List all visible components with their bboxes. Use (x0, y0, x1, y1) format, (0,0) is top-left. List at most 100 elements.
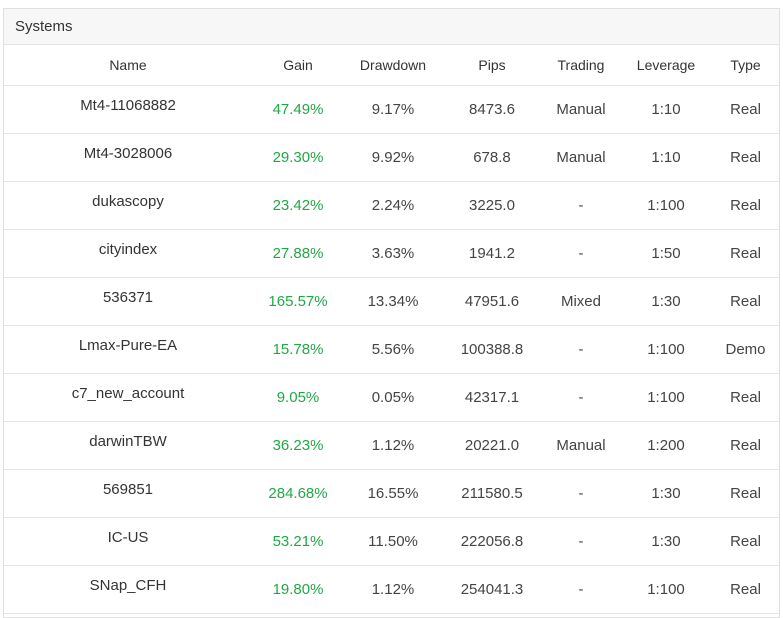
system-name-link[interactable]: darwinTBW (4, 421, 252, 470)
pips-value: 8473.6 (442, 85, 542, 134)
trading-value: Manual (542, 421, 620, 470)
gain-value: 27.88% (252, 229, 344, 278)
account-type-value: Real (712, 133, 779, 182)
drawdown-value: 13.34% (344, 277, 442, 326)
table-row[interactable]: c7_new_account 9.05% 0.05% 42317.1-1:100 Rea… (4, 373, 779, 422)
pips-value: 678.8 (442, 133, 542, 182)
leverage-value: 1:50 (620, 229, 712, 278)
column-header-drawdown[interactable]: Drawdown (344, 45, 442, 86)
trading-value: - (542, 325, 620, 374)
account-type-value: Demo (712, 325, 779, 374)
leverage-value: 1:100 (620, 325, 712, 374)
gain-value: 15.78% (252, 325, 344, 374)
system-name-link[interactable]: Lmax-Pure-EA (4, 325, 252, 374)
systems-table: Name Gain Drawdown Pips Trading Leverage… (4, 45, 779, 614)
trading-value: - (542, 373, 620, 422)
gain-value: 9.05% (252, 373, 344, 422)
trading-value: - (542, 517, 620, 566)
leverage-value: 1:100 (620, 181, 712, 230)
gain-value: 47.49% (252, 85, 344, 134)
table-row[interactable]: Mt4-3028006 29.30% 9.92% 678.8 Manual 1:10 Rea… (4, 133, 779, 182)
column-header-type[interactable]: Type (712, 45, 779, 86)
trading-value: - (542, 181, 620, 230)
account-type-value: Real (712, 181, 779, 230)
pips-value: 100388.8 (442, 325, 542, 374)
leverage-value: 1:200 (620, 421, 712, 470)
system-name-link[interactable]: 536371 (4, 277, 252, 326)
table-row[interactable]: dukascopy 23.42% 2.24% 3225.0-1:100 Real (4, 181, 779, 230)
gain-value: 19.80% (252, 565, 344, 614)
pips-value: 1941.2 (442, 229, 542, 278)
gain-value: 53.21% (252, 517, 344, 566)
pips-value: 3225.0 (442, 181, 542, 230)
table-row[interactable]: darwinTBW 36.23% 1.12% 20221.0 Manual 1:200 Re… (4, 421, 779, 470)
drawdown-value: 1.12% (344, 421, 442, 470)
gain-value: 284.68% (252, 469, 344, 518)
trading-value: - (542, 229, 620, 278)
drawdown-value: 9.92% (344, 133, 442, 182)
account-type-value: Real (712, 565, 779, 614)
account-type-value: Real (712, 85, 779, 134)
leverage-value: 1:30 (620, 469, 712, 518)
column-header-name[interactable]: Name (4, 45, 252, 86)
pips-value: 47951.6 (442, 277, 542, 326)
table-row[interactable]: cityindex 27.88% 3.63% 1941.2-1:50 Real (4, 229, 779, 278)
column-header-gain[interactable]: Gain (252, 45, 344, 86)
table-body: Mt4-11068882 47.49% 9.17% 8473.6 Manual 1:10 R… (4, 85, 779, 614)
system-name-link[interactable]: 569851 (4, 469, 252, 518)
trading-value: Mixed (542, 277, 620, 326)
account-type-value: Real (712, 373, 779, 422)
leverage-value: 1:100 (620, 565, 712, 614)
gain-value: 29.30% (252, 133, 344, 182)
leverage-value: 1:30 (620, 517, 712, 566)
table-row[interactable]: 569851 284.68% 16.55% 211580.5-1:30 Real (4, 469, 779, 518)
drawdown-value: 0.05% (344, 373, 442, 422)
drawdown-value: 1.12% (344, 565, 442, 614)
drawdown-value: 5.56% (344, 325, 442, 374)
system-name-link[interactable]: Mt4-11068882 (4, 85, 252, 134)
gain-value: 165.57% (252, 277, 344, 326)
drawdown-value: 16.55% (344, 469, 442, 518)
drawdown-value: 2.24% (344, 181, 442, 230)
leverage-value: 1:30 (620, 277, 712, 326)
system-name-link[interactable]: IC-US (4, 517, 252, 566)
drawdown-value: 11.50% (344, 517, 442, 566)
pips-value: 20221.0 (442, 421, 542, 470)
system-name-link[interactable]: SNap_CFH (4, 565, 252, 614)
systems-panel: Systems Name Gain Drawdown Pips Trading … (3, 8, 780, 618)
gain-value: 23.42% (252, 181, 344, 230)
account-type-value: Real (712, 277, 779, 326)
column-header-pips[interactable]: Pips (442, 45, 542, 86)
table-row[interactable]: Mt4-11068882 47.49% 9.17% 8473.6 Manual 1:10 R… (4, 85, 779, 134)
column-header-trading[interactable]: Trading (542, 45, 620, 86)
table-row[interactable]: SNap_CFH 19.80% 1.12% 254041.3-1:100 Real (4, 565, 779, 614)
trading-value: - (542, 565, 620, 614)
pips-value: 222056.8 (442, 517, 542, 566)
drawdown-value: 9.17% (344, 85, 442, 134)
trading-value: Manual (542, 85, 620, 134)
table-header-row: Name Gain Drawdown Pips Trading Leverage… (4, 45, 779, 86)
system-name-link[interactable]: Mt4-3028006 (4, 133, 252, 182)
system-name-link[interactable]: c7_new_account (4, 373, 252, 422)
account-type-value: Real (712, 469, 779, 518)
table-row[interactable]: IC-US 53.21% 11.50% 222056.8-1:30 Real (4, 517, 779, 566)
system-name-link[interactable]: dukascopy (4, 181, 252, 230)
column-header-leverage[interactable]: Leverage (620, 45, 712, 86)
gain-value: 36.23% (252, 421, 344, 470)
leverage-value: 1:100 (620, 373, 712, 422)
pips-value: 211580.5 (442, 469, 542, 518)
system-name-link[interactable]: cityindex (4, 229, 252, 278)
account-type-value: Real (712, 517, 779, 566)
leverage-value: 1:10 (620, 85, 712, 134)
panel-title: Systems (4, 9, 779, 45)
pips-value: 254041.3 (442, 565, 542, 614)
account-type-value: Real (712, 229, 779, 278)
account-type-value: Real (712, 421, 779, 470)
table-row[interactable]: 536371 165.57% 13.34% 47951.6 Mixed 1:30 Real (4, 277, 779, 326)
pips-value: 42317.1 (442, 373, 542, 422)
drawdown-value: 3.63% (344, 229, 442, 278)
leverage-value: 1:10 (620, 133, 712, 182)
trading-value: - (542, 469, 620, 518)
table-row[interactable]: Lmax-Pure-EA 15.78% 5.56% 100388.8-1:100 Dem… (4, 325, 779, 374)
trading-value: Manual (542, 133, 620, 182)
